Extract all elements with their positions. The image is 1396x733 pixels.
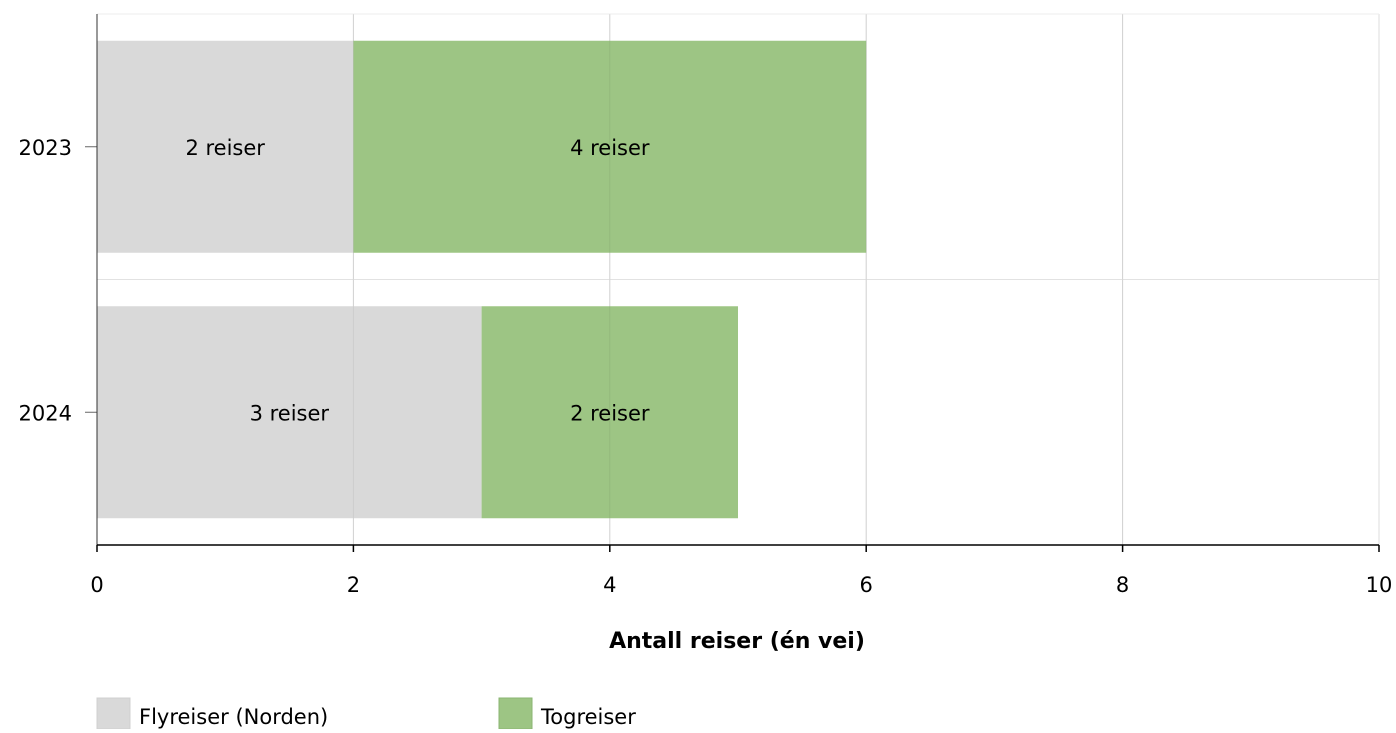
y-tick-label: 2024	[19, 401, 72, 425]
bar-2023-tog	[353, 40, 867, 253]
x-tick-label: 6	[860, 573, 873, 597]
legend-swatch	[96, 697, 131, 730]
bar-2024-tog	[481, 306, 738, 519]
legend: Flyreiser (Norden) Togreiser	[96, 697, 636, 730]
legend-label: Flyreiser (Norden)	[139, 705, 328, 729]
legend-swatch	[498, 697, 533, 730]
x-tick-label: 2	[347, 573, 360, 597]
bar-data-label: 3 reiser	[250, 401, 330, 425]
x-tick-label: 0	[90, 573, 103, 597]
x-tick-label: 10	[1366, 573, 1393, 597]
bar-data-label: 4 reiser	[570, 136, 650, 160]
bar-data-label: 2 reiser	[570, 401, 650, 425]
bar-2023-fly	[97, 40, 354, 253]
axes: 2023 2024 0 2 4 6 8 10	[19, 14, 1393, 597]
legend-label: Togreiser	[540, 705, 636, 729]
x-axis-title: Antall reiser (én vei)	[609, 629, 865, 654]
bar-2024-fly	[97, 306, 482, 519]
bar-data-label: 2 reiser	[185, 136, 265, 160]
bars: 2 reiser 4 reiser 3 reiser 2 reiser	[97, 14, 1124, 545]
y-tick-label: 2023	[19, 136, 72, 160]
x-tick-label: 8	[1116, 573, 1129, 597]
x-tick-label: 4	[603, 573, 616, 597]
